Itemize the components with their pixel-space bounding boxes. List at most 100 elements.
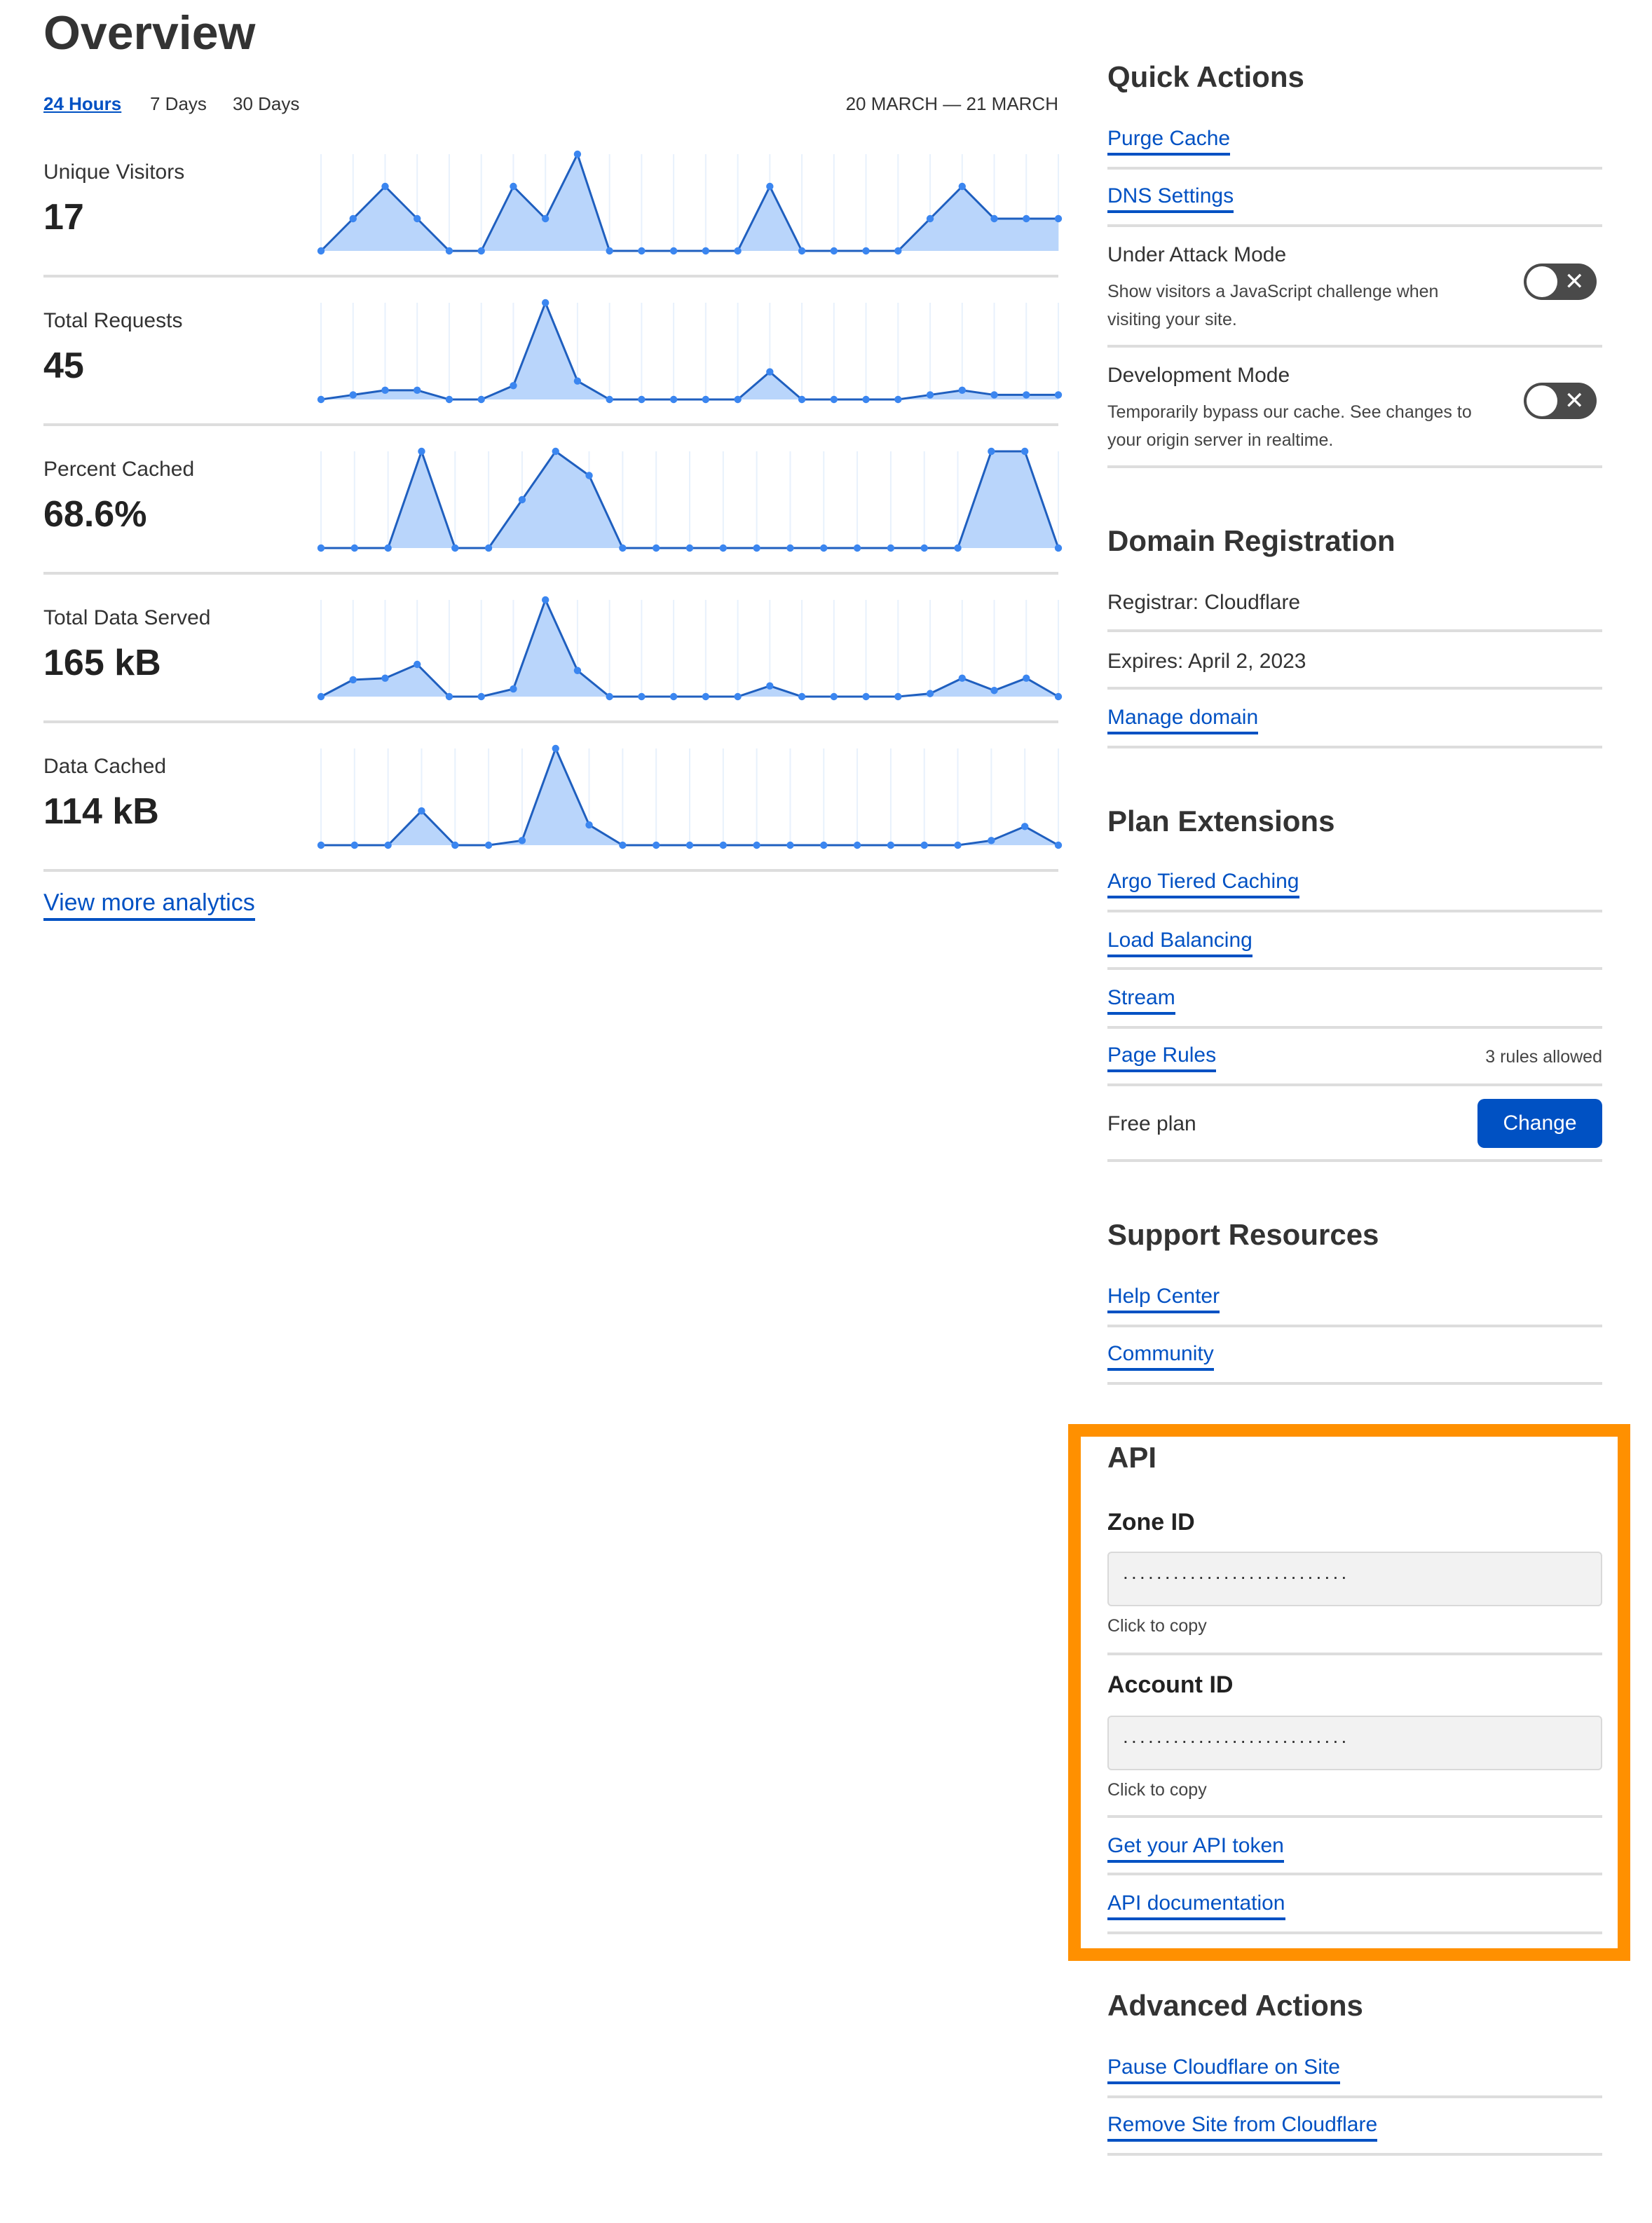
data-point[interactable]: [619, 841, 627, 849]
data-point[interactable]: [414, 386, 421, 395]
data-point[interactable]: [766, 182, 774, 191]
data-point[interactable]: [1054, 841, 1063, 849]
tab-30-days[interactable]: 30 Days: [233, 93, 300, 114]
data-point[interactable]: [830, 247, 838, 255]
data-point[interactable]: [862, 395, 870, 404]
data-point[interactable]: [477, 395, 485, 404]
data-point[interactable]: [862, 247, 870, 255]
data-point[interactable]: [317, 841, 325, 849]
data-point[interactable]: [384, 841, 392, 849]
tab-24-hours[interactable]: 24 Hours: [43, 93, 122, 114]
data-point[interactable]: [652, 841, 660, 849]
data-point[interactable]: [445, 247, 453, 255]
data-point[interactable]: [585, 472, 593, 479]
data-point[interactable]: [990, 391, 998, 399]
data-point[interactable]: [606, 247, 613, 255]
data-point[interactable]: [445, 395, 453, 404]
data-point[interactable]: [988, 837, 995, 844]
data-point[interactable]: [954, 841, 962, 849]
data-point[interactable]: [484, 841, 493, 849]
data-point[interactable]: [887, 841, 895, 849]
argo-link[interactable]: Argo Tiered Caching: [1107, 869, 1299, 898]
data-point[interactable]: [552, 447, 559, 456]
data-point[interactable]: [753, 841, 760, 849]
data-point[interactable]: [669, 247, 678, 255]
data-point[interactable]: [786, 544, 794, 552]
view-more-analytics-link[interactable]: View more analytics: [43, 889, 255, 921]
data-point[interactable]: [954, 544, 962, 552]
get-api-token-link[interactable]: Get your API token: [1107, 1833, 1284, 1863]
data-point[interactable]: [734, 692, 742, 701]
tab-7-days[interactable]: 7 Days: [150, 93, 207, 114]
purge-cache-link[interactable]: Purge Cache: [1107, 126, 1231, 156]
data-point[interactable]: [541, 214, 549, 223]
data-point[interactable]: [920, 841, 928, 849]
data-point[interactable]: [1023, 214, 1030, 223]
data-point[interactable]: [606, 395, 613, 404]
data-point[interactable]: [484, 544, 493, 552]
data-point[interactable]: [451, 841, 459, 849]
data-point[interactable]: [418, 447, 425, 456]
dns-settings-link[interactable]: DNS Settings: [1107, 184, 1234, 213]
account-id-field[interactable]: ...........................: [1107, 1716, 1602, 1770]
data-point[interactable]: [1054, 692, 1063, 701]
load-balancing-link[interactable]: Load Balancing: [1107, 928, 1252, 957]
remove-site-link[interactable]: Remove Site from Cloudflare: [1107, 2112, 1378, 2142]
data-point[interactable]: [753, 544, 760, 552]
data-point[interactable]: [350, 544, 359, 552]
data-point[interactable]: [990, 214, 998, 223]
data-point[interactable]: [349, 214, 357, 223]
data-point[interactable]: [830, 395, 838, 404]
data-point[interactable]: [1054, 544, 1063, 552]
data-point[interactable]: [652, 544, 660, 552]
data-point[interactable]: [862, 692, 870, 701]
data-point[interactable]: [766, 682, 774, 690]
data-point[interactable]: [719, 841, 728, 849]
data-point[interactable]: [477, 247, 485, 255]
data-point[interactable]: [317, 247, 325, 255]
data-point[interactable]: [381, 674, 389, 682]
data-point[interactable]: [894, 692, 902, 701]
data-point[interactable]: [958, 674, 966, 682]
data-point[interactable]: [381, 386, 389, 395]
data-point[interactable]: [317, 395, 325, 404]
data-point[interactable]: [1023, 674, 1030, 682]
data-point[interactable]: [988, 447, 995, 456]
data-point[interactable]: [669, 395, 678, 404]
data-point[interactable]: [734, 395, 742, 404]
data-point[interactable]: [820, 841, 828, 849]
data-point[interactable]: [798, 395, 806, 404]
stream-link[interactable]: Stream: [1107, 985, 1175, 1015]
data-point[interactable]: [384, 544, 392, 552]
data-point[interactable]: [414, 660, 421, 669]
data-point[interactable]: [317, 692, 325, 701]
data-point[interactable]: [958, 386, 966, 395]
page-rules-link[interactable]: Page Rules: [1107, 1043, 1217, 1072]
data-point[interactable]: [606, 692, 613, 701]
data-point[interactable]: [350, 841, 359, 849]
data-point[interactable]: [798, 247, 806, 255]
data-point[interactable]: [926, 391, 934, 399]
data-point[interactable]: [451, 544, 459, 552]
data-point[interactable]: [317, 544, 325, 552]
data-point[interactable]: [638, 247, 646, 255]
data-point[interactable]: [830, 692, 838, 701]
data-point[interactable]: [798, 692, 806, 701]
data-point[interactable]: [510, 382, 517, 390]
data-point[interactable]: [573, 377, 582, 385]
zone-id-field[interactable]: ...........................: [1107, 1552, 1602, 1606]
data-point[interactable]: [820, 544, 828, 552]
data-point[interactable]: [1023, 391, 1030, 399]
data-point[interactable]: [541, 299, 549, 307]
data-point[interactable]: [685, 544, 694, 552]
data-point[interactable]: [638, 692, 646, 701]
community-link[interactable]: Community: [1107, 1341, 1214, 1371]
data-point[interactable]: [734, 247, 742, 255]
under-attack-toggle[interactable]: ✕: [1524, 264, 1597, 300]
data-point[interactable]: [958, 182, 966, 191]
data-point[interactable]: [619, 544, 627, 552]
api-documentation-link[interactable]: API documentation: [1107, 1891, 1285, 1920]
data-point[interactable]: [477, 692, 485, 701]
data-point[interactable]: [853, 544, 861, 552]
data-point[interactable]: [1054, 391, 1063, 399]
